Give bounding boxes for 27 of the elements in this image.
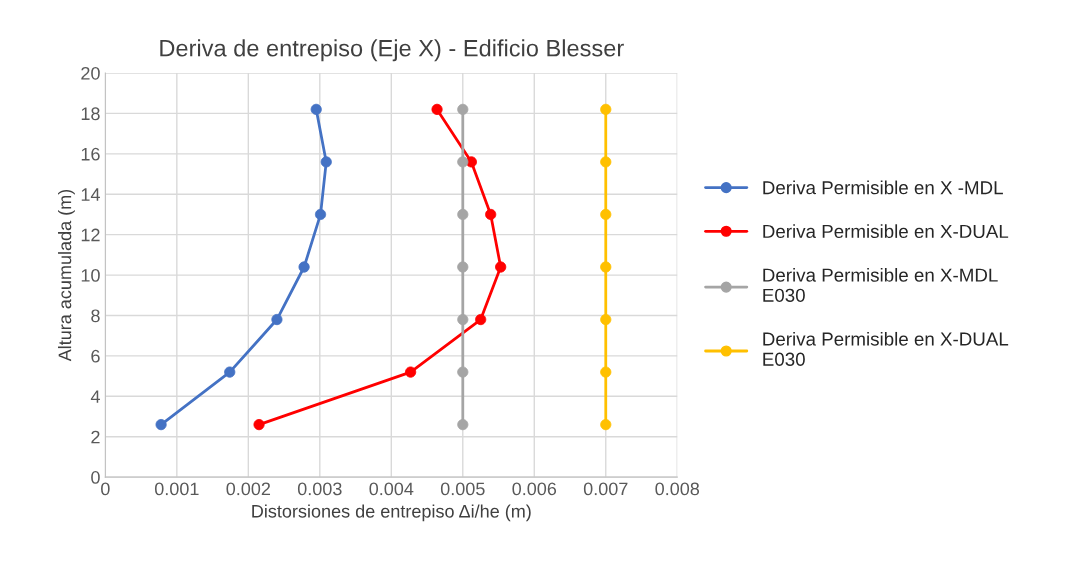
- y-tick-label: 10: [81, 269, 100, 282]
- y-tick-label: 14: [81, 188, 100, 201]
- x-tick-label: 0: [101, 482, 110, 496]
- legend-label: Deriva Permisible en X-DUAL: [763, 224, 1009, 239]
- x-tick-label: 0.003: [297, 482, 342, 496]
- y-tick-label: 4: [90, 390, 100, 403]
- chart-title: Deriva de entrepiso (Eje X) - Edificio Blesser: [160, 39, 624, 62]
- y-tick-label: 2: [91, 430, 100, 444]
- x-tick-label: 0.006: [512, 482, 557, 496]
- legend-label: Deriva Permisible en X-MDL E030: [763, 268, 998, 302]
- y-tick-label: 0: [91, 471, 100, 484]
- y-tick-label: 8: [91, 309, 100, 323]
- y-tick-label: 16: [81, 147, 100, 161]
- y-axis-title: Altura acumulada (m): [58, 189, 75, 362]
- y-tick-label: 18: [81, 107, 100, 121]
- x-tick-label: 0.004: [369, 482, 414, 496]
- x-axis-title: Distorsiones de entrepiso Δi/he (m): [252, 504, 531, 522]
- x-tick-label: 0.005: [440, 482, 485, 496]
- legend-label: Deriva Permisible en X -MDL: [763, 180, 1003, 195]
- x-tick-label: 0.008: [655, 482, 700, 496]
- y-tick-label: 6: [91, 349, 100, 363]
- x-tick-label: 0.007: [583, 482, 628, 496]
- x-tick-label: 0.002: [226, 482, 271, 496]
- legend-label: Deriva Permisible en X-DUAL E030: [763, 331, 1009, 366]
- x-tick-label: 0.001: [154, 482, 199, 496]
- y-tick-label: 12: [81, 228, 100, 242]
- y-tick-label: 20: [81, 66, 100, 80]
